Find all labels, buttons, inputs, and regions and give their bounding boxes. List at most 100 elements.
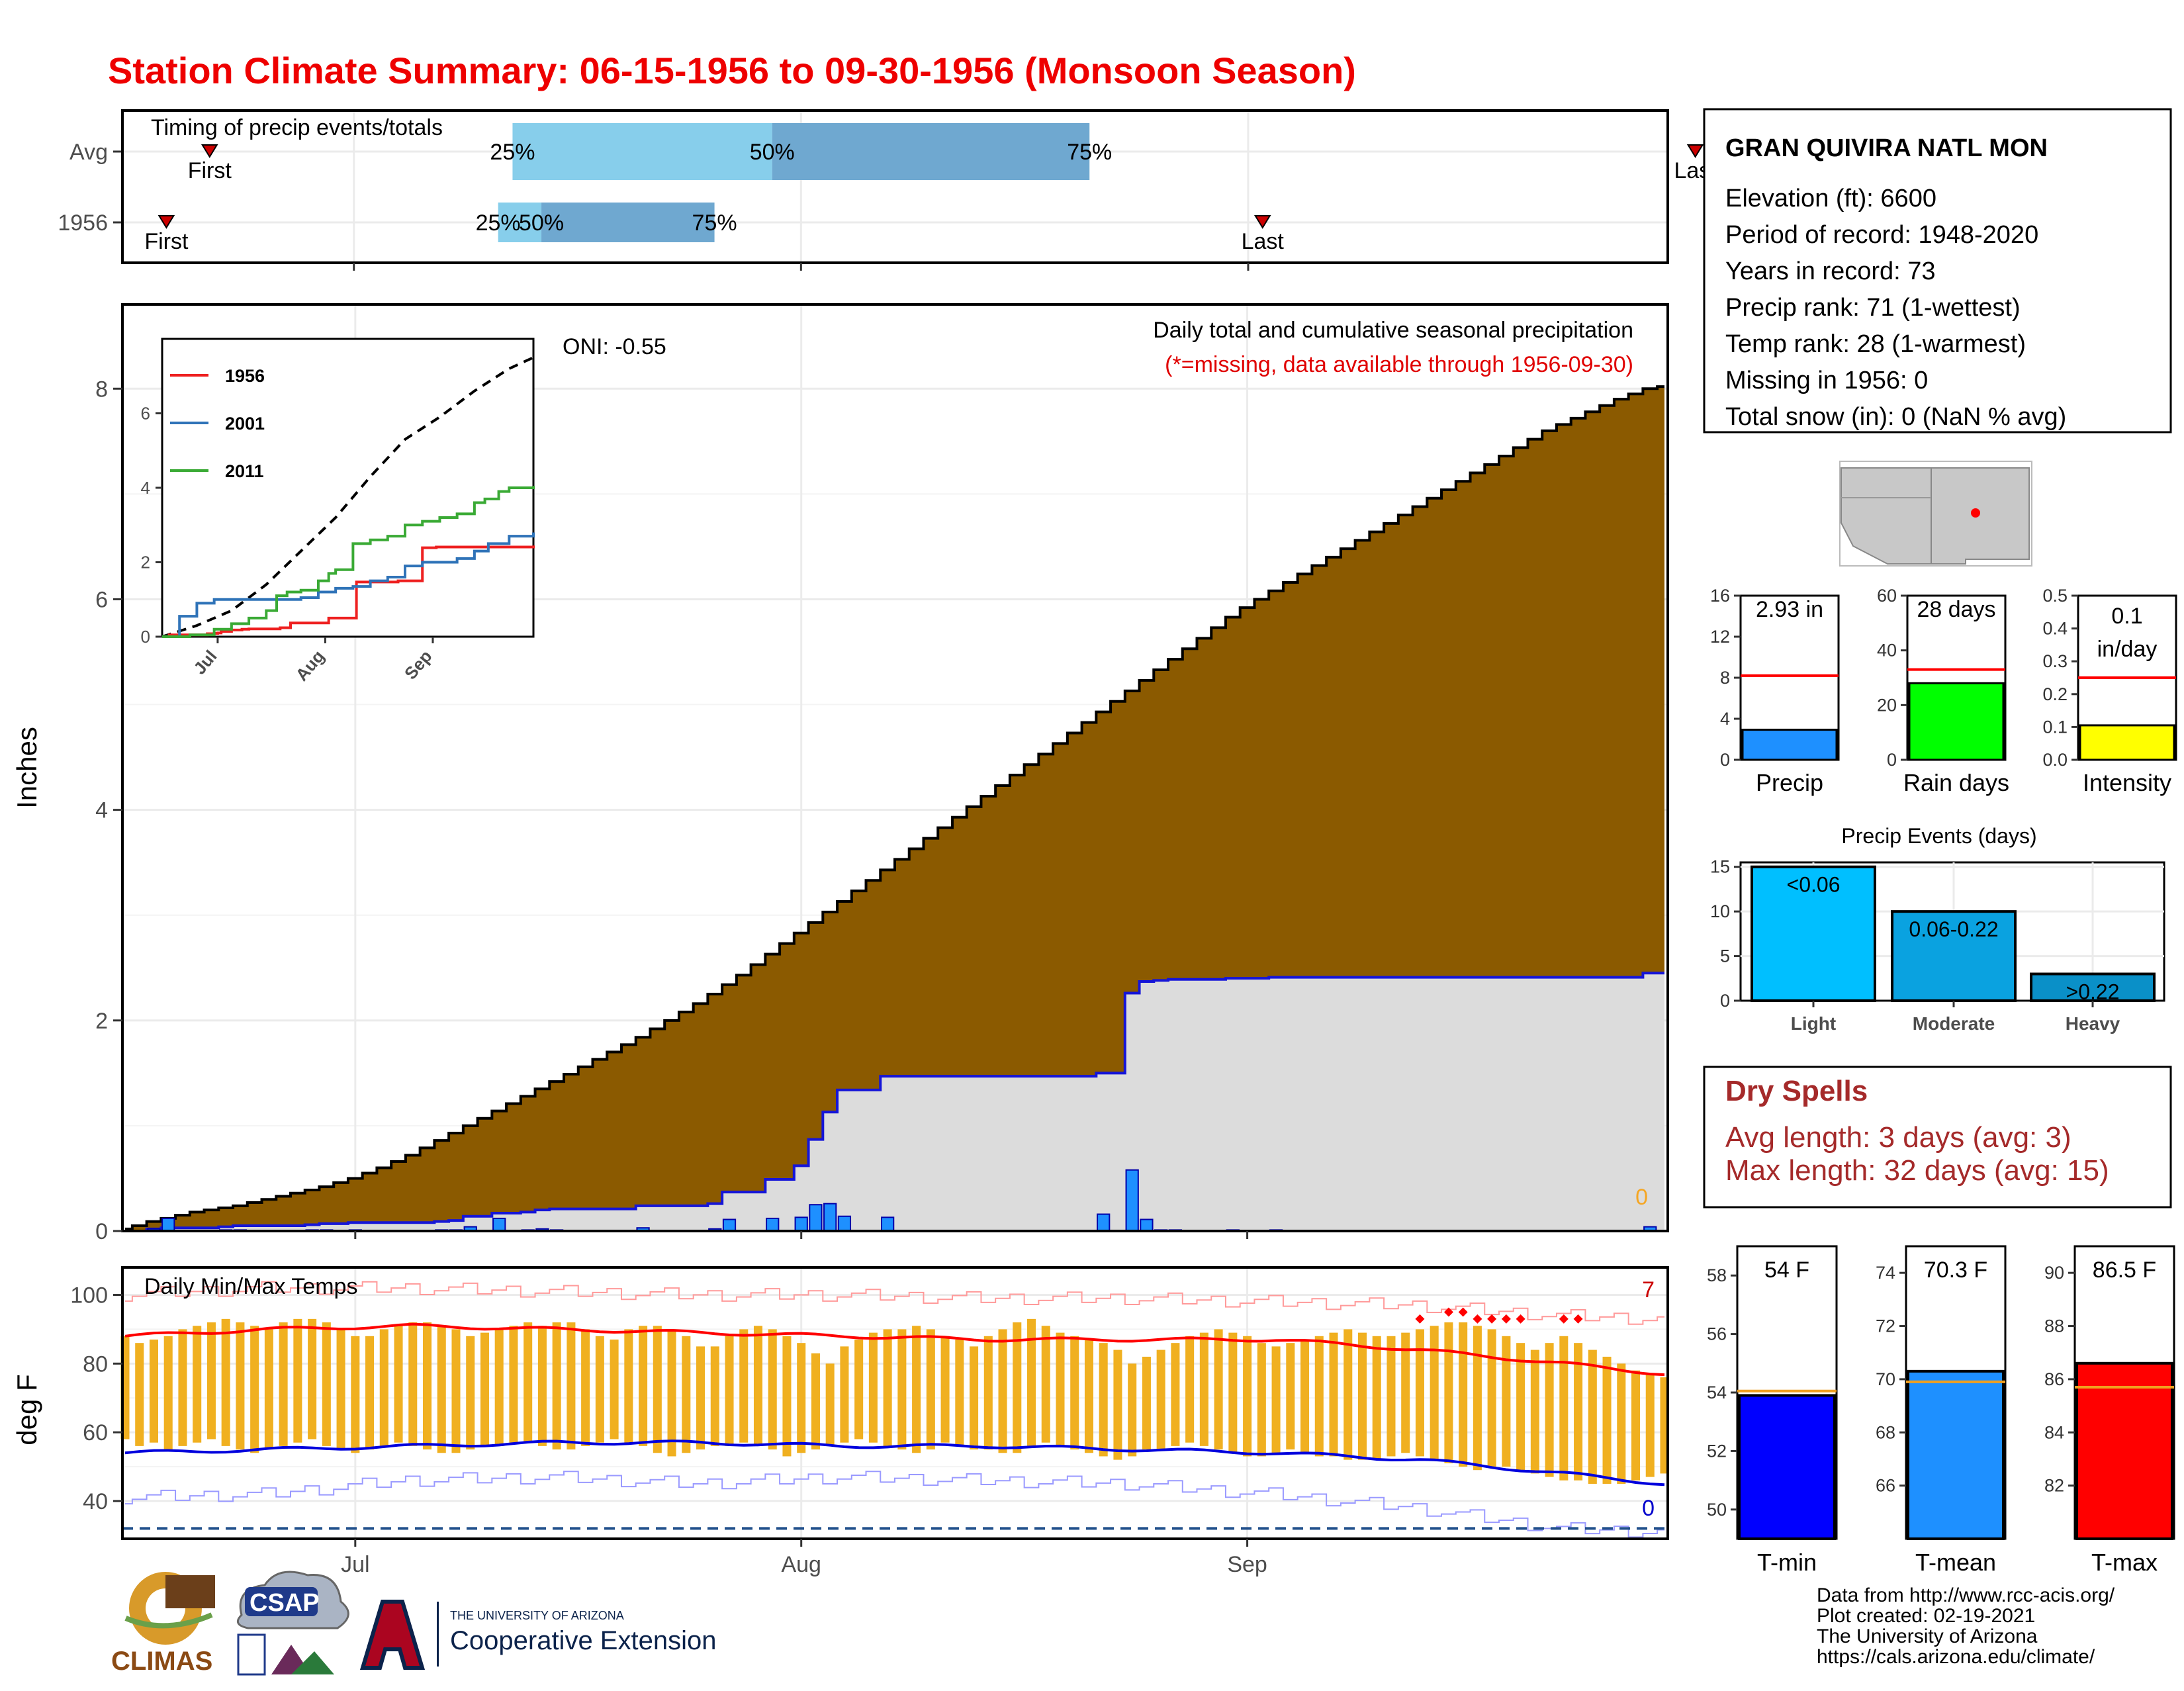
daily-temp-range-bar xyxy=(1300,1339,1310,1453)
mini-bar-y-tick-label: 12 xyxy=(1710,627,1730,647)
mini-bar-y-tick-label: 16 xyxy=(1710,586,1730,606)
record-high-marker xyxy=(1415,1314,1425,1324)
daily-temp-range-bar xyxy=(379,1329,388,1446)
record-high-marker xyxy=(1443,1307,1453,1317)
daily-temp-range-bar xyxy=(912,1326,921,1453)
station-elevation: Elevation (ft): 6600 xyxy=(1725,185,1936,212)
mini-bar-rain-days xyxy=(1908,682,2005,761)
timing-panel-border xyxy=(121,109,1669,264)
daily-temp-range-bar xyxy=(1401,1332,1410,1453)
daily-temp-range-bar xyxy=(1128,1363,1137,1457)
daily-precip-bar xyxy=(823,1203,837,1232)
inset-average-line xyxy=(161,356,534,638)
daily-temp-range-bar xyxy=(523,1322,533,1443)
university-arizona-logo: THE UNIVERSITY OF ARIZONA Cooperative Ex… xyxy=(359,1600,716,1670)
csap-logo-text: CSAP xyxy=(250,1589,320,1617)
mini-bar-intensity xyxy=(2079,724,2175,761)
daily-temp-range-bar xyxy=(1372,1336,1381,1460)
daily-temp-range-bar xyxy=(1545,1343,1554,1477)
daily-temp-range-bar xyxy=(1343,1329,1353,1460)
daily-temp-range-bar xyxy=(725,1336,734,1446)
inset-legend-label-2001: 2001 xyxy=(225,414,265,434)
daily-temp-range-bar xyxy=(854,1339,864,1440)
temp-bar-value-label: 54 F xyxy=(1764,1257,1809,1283)
daily-precip-bar xyxy=(766,1217,780,1232)
timing-first-marker xyxy=(158,215,175,229)
daily-temp-range-bar xyxy=(1041,1326,1050,1443)
mini-bar-y-tick-label: 0.4 xyxy=(2042,619,2068,639)
footer-line-4: https://cals.arizona.edu/climate/ xyxy=(1817,1646,2095,1668)
station-info-box xyxy=(1703,108,2172,434)
mini-bar-category-label: Precip xyxy=(1756,769,1823,796)
daily-temp-range-bar xyxy=(1588,1349,1597,1484)
daily-temp-range-bar xyxy=(206,1322,216,1440)
average-min-temp-line xyxy=(124,1440,1665,1486)
daily-temp-range-bar xyxy=(1099,1343,1108,1457)
temp-bar-y-tick-label: 84 xyxy=(2044,1422,2064,1442)
locator-map xyxy=(1839,461,2032,567)
event-bar-light xyxy=(1751,865,1876,1003)
map-new-mexico-shape xyxy=(1931,467,2030,565)
daily-temp-range-bar xyxy=(509,1326,518,1443)
daily-temp-range-bar xyxy=(279,1322,288,1446)
daily-temp-range-bar xyxy=(610,1339,619,1440)
daily-temp-range-bar xyxy=(1357,1332,1367,1460)
daily-temp-range-bar xyxy=(437,1326,446,1453)
main-y-axis-label: Inches xyxy=(11,727,42,809)
timing-row-label: Avg xyxy=(69,140,108,165)
temp-bar-y-tick-label: 52 xyxy=(1707,1441,1727,1461)
record-high-marker xyxy=(1487,1314,1497,1324)
timing-bar-25-50 xyxy=(498,203,542,242)
daily-temp-range-bar xyxy=(1171,1343,1180,1446)
timing-row-label: 1956 xyxy=(58,210,108,236)
dry-spells-panel: Dry Spells Avg length: 3 days (avg: 3) M… xyxy=(1703,1066,2172,1209)
record-high-marker xyxy=(1473,1314,1482,1324)
daily-temp-range-bar xyxy=(250,1326,259,1453)
temp-bar-category-label: T-max xyxy=(2091,1549,2158,1576)
mini-bar-precip xyxy=(1741,729,1838,761)
mini-bar-y-tick-label: 0.2 xyxy=(2042,684,2068,704)
daily-precip-bar xyxy=(837,1215,852,1232)
timing-last-label: Last xyxy=(1242,229,1285,254)
inset-y-tick-label: 6 xyxy=(141,404,150,424)
timing-pct-label: 50% xyxy=(519,210,564,236)
main-y-tick-label: 0 xyxy=(95,1219,108,1244)
temp-bar-t-mean xyxy=(1907,1369,2005,1540)
record-low-line xyxy=(125,1471,1664,1538)
daily-temp-range-bar xyxy=(1430,1326,1439,1460)
daily-temp-range-bar xyxy=(1271,1346,1281,1453)
mini-bar-value-unit: in/day xyxy=(2097,637,2158,662)
daily-temp-range-bar xyxy=(696,1346,705,1450)
timing-pct-label: 50% xyxy=(750,140,795,165)
precip-events-panel: <0.06 Light 0.06-0.22 Moderate >0.22 Heavy 0 5 1… xyxy=(1710,824,2165,1034)
inset-series-2011-line xyxy=(162,486,535,638)
station-info-panel: GRAN QUIVIRA NATL MON Elevation (ft): 66… xyxy=(1703,108,2172,434)
daily-temp-range-bar xyxy=(422,1322,432,1450)
daily-temp-range-bar xyxy=(1257,1343,1266,1457)
dry-spells-title: Dry Spells xyxy=(1725,1075,1868,1107)
events-y-tick-label: 5 xyxy=(1720,946,1730,966)
timing-bar-25-50 xyxy=(512,123,772,180)
temperature-panel: 40 60 80 100 Jul Aug Sep deg F Daily Min/Max Tem… xyxy=(11,1266,1669,1577)
main-panel-border xyxy=(121,303,1669,1232)
event-bar-moderate xyxy=(1891,910,2017,1002)
timing-bar-50-75 xyxy=(772,123,1090,180)
average-cumulative-line xyxy=(125,385,1664,1230)
temp-x-tick-label: Aug xyxy=(781,1552,821,1577)
daily-temp-range-bar xyxy=(710,1346,719,1446)
mini-bar-y-tick-label: 0.1 xyxy=(2042,717,2068,737)
daily-temp-range-bar xyxy=(998,1329,1007,1453)
daily-temp-range-bar xyxy=(1444,1322,1453,1463)
main-y-tick-label: 4 xyxy=(95,798,108,823)
daily-temp-range-bar xyxy=(581,1329,590,1446)
daily-temp-range-bar xyxy=(178,1329,187,1446)
daily-temp-range-bar xyxy=(451,1329,461,1453)
record-low-count: 0 xyxy=(1642,1496,1655,1521)
daily-temp-range-bar xyxy=(408,1322,418,1446)
daily-temp-range-bar xyxy=(1574,1343,1583,1481)
event-bar-label: >0.22 xyxy=(2066,980,2120,1004)
daily-temp-range-bar xyxy=(193,1326,202,1443)
